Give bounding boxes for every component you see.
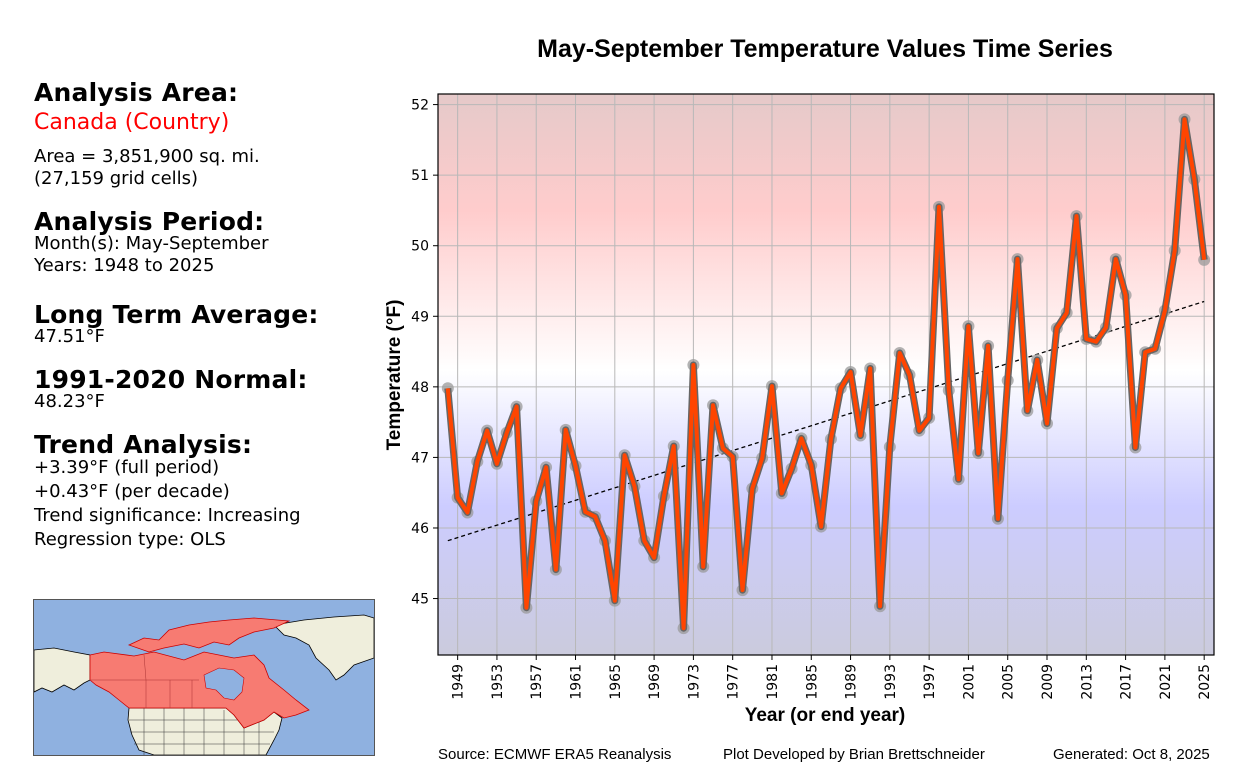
x-tick-label: 2013	[1079, 664, 1095, 700]
x-tick-label: 2017	[1119, 664, 1135, 700]
normal-value: 48.23°F	[34, 391, 105, 412]
trend-per-decade: +0.43°F (per decade)	[34, 481, 230, 502]
y-tick-label: 51	[411, 168, 429, 184]
alaska-landmass	[34, 647, 91, 693]
y-tick-label: 52	[411, 98, 429, 114]
y-tick-label: 46	[411, 521, 429, 537]
long-term-average-value: 47.51°F	[34, 326, 105, 347]
x-tick-label: 2025	[1197, 664, 1213, 700]
y-tick-label: 50	[411, 239, 429, 255]
x-tick-label: 1969	[647, 664, 663, 700]
years-text: Years: 1948 to 2025	[34, 255, 215, 276]
x-tick-label: 1993	[883, 664, 899, 700]
x-tick-label: 2001	[961, 664, 977, 700]
regression-type: Regression type: OLS	[34, 529, 226, 550]
grid-cells: (27,159 grid cells)	[34, 168, 199, 189]
trend-full-period: +3.39°F (full period)	[34, 457, 220, 478]
long-term-average-header: Long Term Average:	[34, 300, 319, 329]
area-name: Canada (Country)	[34, 110, 230, 135]
canada-highlight	[89, 651, 310, 729]
generated-date: Generated: Oct 8, 2025	[1053, 746, 1210, 763]
chart-title: May-September Temperature Values Time Se…	[537, 35, 1113, 63]
normal-header: 1991-2020 Normal:	[34, 365, 308, 394]
x-tick-label: 1977	[726, 664, 742, 700]
plot-frame	[437, 93, 1215, 656]
x-tick-label: 2005	[1001, 664, 1017, 700]
x-tick-label: 1997	[922, 664, 938, 700]
trend-line-group	[447, 300, 1205, 542]
area-size: Area = 3,851,900 sq. mi.	[34, 146, 260, 167]
trend-significance: Trend significance: Increasing	[34, 505, 301, 526]
x-tick-label: 1973	[686, 664, 702, 700]
arctic-islands	[127, 617, 291, 653]
region-map	[33, 599, 375, 756]
x-tick-label: 1981	[765, 664, 781, 700]
y-axis-ticks: 45 46 47 48 49 50 51 52	[411, 98, 438, 608]
months-text: Month(s): May-September	[34, 233, 269, 254]
x-axis-ticks: 1949 1953 1957 1961 1965 1969 1973 1977 1981 1985…	[451, 655, 1213, 700]
series-line	[445, 117, 1207, 631]
greenland-landmass	[273, 614, 374, 681]
y-tick-label: 45	[411, 592, 429, 608]
y-tick-label: 48	[411, 380, 429, 396]
source-credit: Source: ECMWF ERA5 Reanalysis	[438, 746, 672, 763]
x-axis-label: Year (or end year)	[745, 705, 906, 726]
x-tick-label: 1953	[490, 664, 506, 700]
trend-header: Trend Analysis:	[34, 430, 253, 459]
x-tick-label: 1957	[529, 664, 545, 700]
x-tick-label: 2009	[1040, 664, 1056, 700]
x-tick-label: 1965	[608, 664, 624, 700]
y-tick-label: 47	[411, 450, 429, 466]
period-header: Analysis Period:	[34, 207, 265, 236]
y-axis-label: Temperature (°F)	[384, 300, 405, 451]
hudson-bay	[203, 667, 245, 701]
plot-background	[438, 94, 1214, 655]
x-tick-label: 1949	[451, 664, 467, 700]
x-tick-label: 1989	[844, 664, 860, 700]
area-header: Analysis Area:	[34, 78, 239, 107]
x-tick-label: 1985	[804, 664, 820, 700]
series-group	[441, 113, 1211, 635]
x-tick-label: 2021	[1158, 664, 1174, 700]
y-tick-label: 49	[411, 309, 429, 325]
developer-credit: Plot Developed by Brian Brettschneider	[723, 746, 985, 763]
trend-line	[447, 300, 1205, 542]
x-tick-label: 1961	[569, 664, 585, 700]
